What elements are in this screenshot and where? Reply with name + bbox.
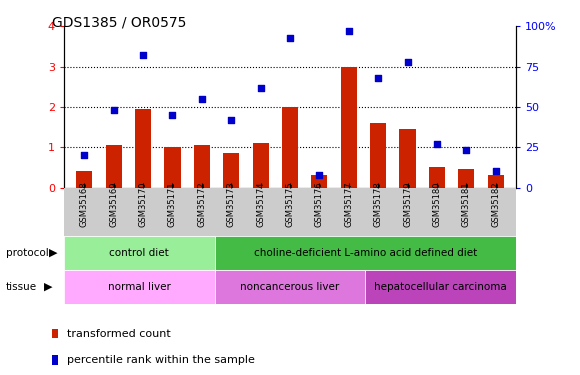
Text: ▶: ▶ [44, 282, 52, 292]
Bar [77, 171, 92, 188]
Bar [64, 236, 215, 270]
Text: percentile rank within the sample: percentile rank within the sample [67, 355, 255, 365]
Bar [194, 145, 210, 188]
Point [168, 112, 177, 118]
Text: choline-deficient L-amino acid defined diet: choline-deficient L-amino acid defined d… [254, 248, 477, 258]
Bar [64, 270, 215, 304]
Bar [282, 107, 298, 188]
Bar [429, 167, 445, 188]
Bar [311, 176, 328, 188]
Point [403, 59, 412, 65]
Bar [365, 270, 516, 304]
Point [227, 117, 236, 123]
Point [432, 141, 441, 147]
Point [109, 107, 118, 113]
Point [79, 152, 89, 158]
Bar [488, 176, 503, 188]
Text: GDS1385 / OR0575: GDS1385 / OR0575 [52, 15, 187, 29]
Text: transformed count: transformed count [67, 329, 171, 339]
Bar [215, 236, 516, 270]
Text: hepatocellular carcinoma: hepatocellular carcinoma [375, 282, 507, 292]
Text: tissue: tissue [6, 282, 37, 292]
Text: normal liver: normal liver [108, 282, 171, 292]
Text: ▶: ▶ [49, 248, 58, 258]
Point [491, 168, 501, 174]
Text: control diet: control diet [109, 248, 169, 258]
Bar [400, 129, 416, 188]
Point [197, 96, 206, 102]
Bar [458, 170, 474, 188]
Point [374, 75, 383, 81]
Point [139, 52, 148, 58]
Bar [370, 123, 386, 188]
Bar [223, 153, 240, 188]
Text: protocol: protocol [6, 248, 49, 258]
Bar [252, 143, 269, 188]
Bar [106, 145, 122, 188]
Bar [340, 67, 357, 188]
Point [344, 28, 353, 34]
Point [315, 172, 324, 178]
Bar [215, 270, 365, 304]
Bar [164, 147, 180, 188]
Bar [135, 109, 151, 188]
Point [256, 84, 265, 90]
Point [285, 34, 295, 40]
Text: noncancerous liver: noncancerous liver [240, 282, 340, 292]
Point [462, 147, 471, 153]
